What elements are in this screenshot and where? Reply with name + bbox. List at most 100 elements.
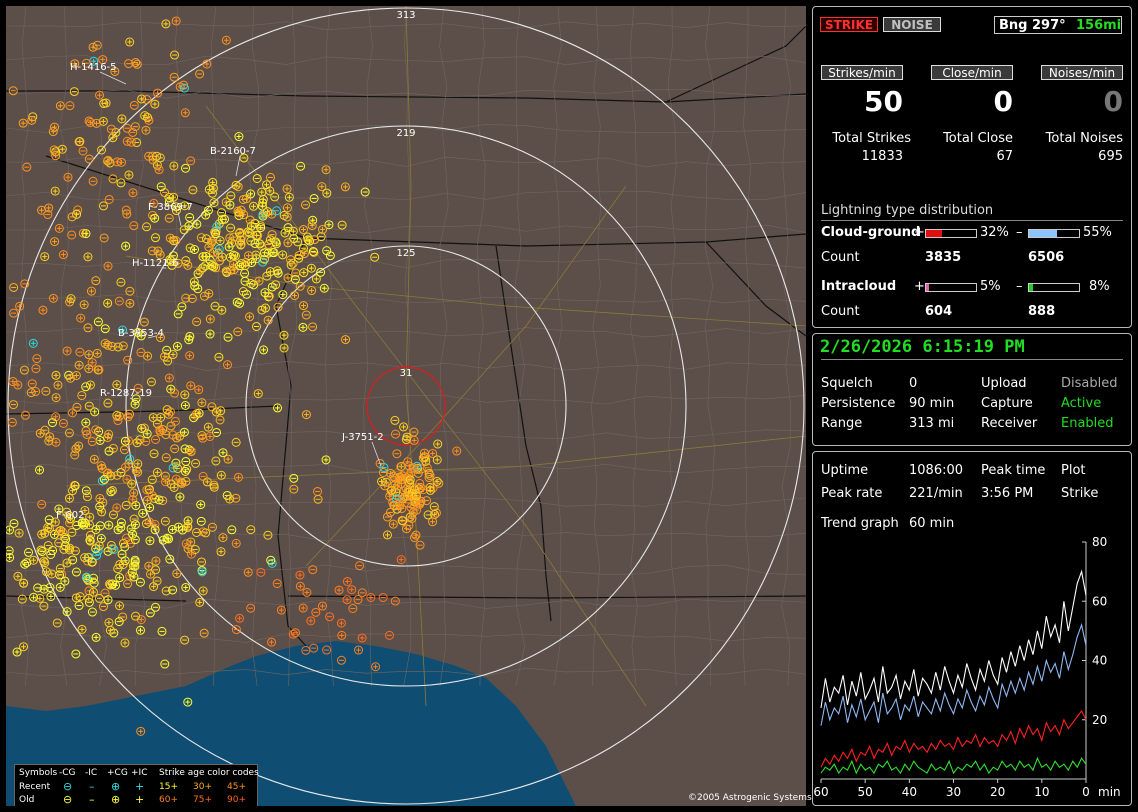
strike-marker (136, 726, 146, 736)
strike-marker (15, 301, 25, 311)
strike-marker (354, 645, 364, 655)
strike-marker (160, 516, 170, 526)
strike-marker (279, 330, 289, 340)
strike-marker (186, 381, 196, 391)
strike-marker (325, 612, 335, 622)
ic-positive-count: 604 (925, 304, 953, 319)
strike-marker (286, 260, 296, 270)
noises-per-min-button[interactable]: Noises/min (1041, 65, 1123, 80)
strike-marker (132, 438, 142, 448)
trend-graph: 80 60 40 20 60 50 40 30 20 10 0 min (813, 535, 1120, 799)
strike-marker (428, 517, 438, 527)
strike-marker (421, 456, 431, 466)
capture-value: Active (1061, 396, 1102, 411)
range-ring-label: 31 (400, 368, 413, 379)
strike-marker (132, 59, 142, 69)
strike-marker (260, 248, 270, 258)
legend-age-90: 90+ (227, 795, 246, 805)
strike-marker (122, 474, 132, 484)
strike-marker (95, 90, 105, 100)
strike-marker (233, 327, 243, 337)
strike-marker (208, 247, 218, 257)
strike-marker (301, 645, 311, 655)
strike-marker (20, 279, 30, 289)
strike-marker (294, 253, 304, 263)
strike-marker (108, 133, 118, 143)
strike-marker (226, 191, 236, 201)
strike-marker (424, 473, 434, 483)
strike-marker (28, 338, 38, 348)
total-noises-label: Total Noises (1045, 131, 1123, 146)
strike-marker (153, 88, 163, 98)
strike-marker (62, 346, 72, 356)
strike-marker (201, 210, 211, 220)
strike-marker (301, 200, 311, 210)
strike-marker (121, 500, 131, 510)
map-canvas: 313 219 125 31 H-1416-5 B-2160-7 F-3869-7 H-11… (6, 6, 806, 806)
strike-marker (256, 223, 266, 233)
strike-marker (9, 518, 19, 528)
strike-marker (313, 494, 323, 504)
noise-button[interactable]: NOISE (883, 17, 941, 32)
strike-marker (291, 268, 301, 278)
trend-graph-label: Trend graph (821, 516, 899, 531)
strike-marker (147, 491, 157, 501)
strike-marker (127, 567, 137, 577)
strike-marker (382, 512, 392, 522)
strike-marker (158, 535, 168, 545)
strike-marker (425, 485, 435, 495)
strike-marker (259, 345, 269, 355)
strike-marker (296, 161, 306, 171)
strike-marker (61, 534, 71, 544)
strike-marker (39, 601, 49, 611)
trend-x-tick-label: 50 (858, 785, 873, 799)
strike-marker (131, 611, 141, 621)
strike-marker (261, 208, 271, 218)
strike-marker (160, 352, 170, 362)
strike-marker (407, 513, 417, 523)
strikes-per-min-button[interactable]: Strikes/min (821, 65, 903, 80)
ic-negative-count: 888 (1028, 304, 1056, 319)
strike-marker (254, 276, 264, 286)
strike-button[interactable]: STRIKE (820, 17, 878, 32)
strike-marker (172, 341, 182, 351)
strike-marker (193, 269, 203, 279)
strike-marker (199, 628, 209, 638)
strike-marker (139, 317, 149, 327)
strike-marker (180, 466, 190, 476)
strike-marker (64, 511, 74, 521)
strike-marker (406, 502, 416, 512)
strike-marker (223, 454, 233, 464)
strike-marker (98, 602, 108, 612)
strike-marker (128, 529, 138, 539)
strike-marker (133, 383, 143, 393)
settings-panel: 2/26/2026 6:15:19 PM Squelch 0 Upload Di… (812, 333, 1132, 446)
strike-marker (151, 565, 161, 575)
strike-marker (341, 335, 351, 345)
cg-minus-sign: – (1016, 225, 1023, 240)
strike-marker (197, 398, 207, 408)
strike-marker (120, 462, 130, 472)
strike-marker (289, 484, 299, 494)
plot-value[interactable]: Strike (1061, 486, 1099, 501)
strike-marker (170, 50, 180, 60)
strike-marker (180, 201, 190, 211)
strike-marker (103, 155, 113, 165)
bearing-box: Bng 297° 156mi (994, 16, 1122, 34)
strike-marker (62, 607, 72, 617)
strike-marker (366, 592, 376, 602)
strike-map[interactable]: 313 219 125 31 H-1416-5 B-2160-7 F-3869-7 H-11… (6, 6, 806, 806)
strike-marker (161, 19, 171, 29)
strike-marker (269, 248, 279, 258)
close-per-min-button[interactable]: Close/min (931, 65, 1013, 80)
strike-marker (173, 258, 183, 268)
strike-marker (238, 287, 248, 297)
upload-label: Upload (981, 376, 1027, 391)
strike-marker (147, 475, 157, 485)
strike-marker (160, 659, 170, 669)
strike-marker (43, 210, 53, 220)
strike-marker (188, 185, 198, 195)
strike-marker (120, 638, 130, 648)
strike-marker (283, 273, 293, 283)
strike-marker (403, 457, 413, 467)
